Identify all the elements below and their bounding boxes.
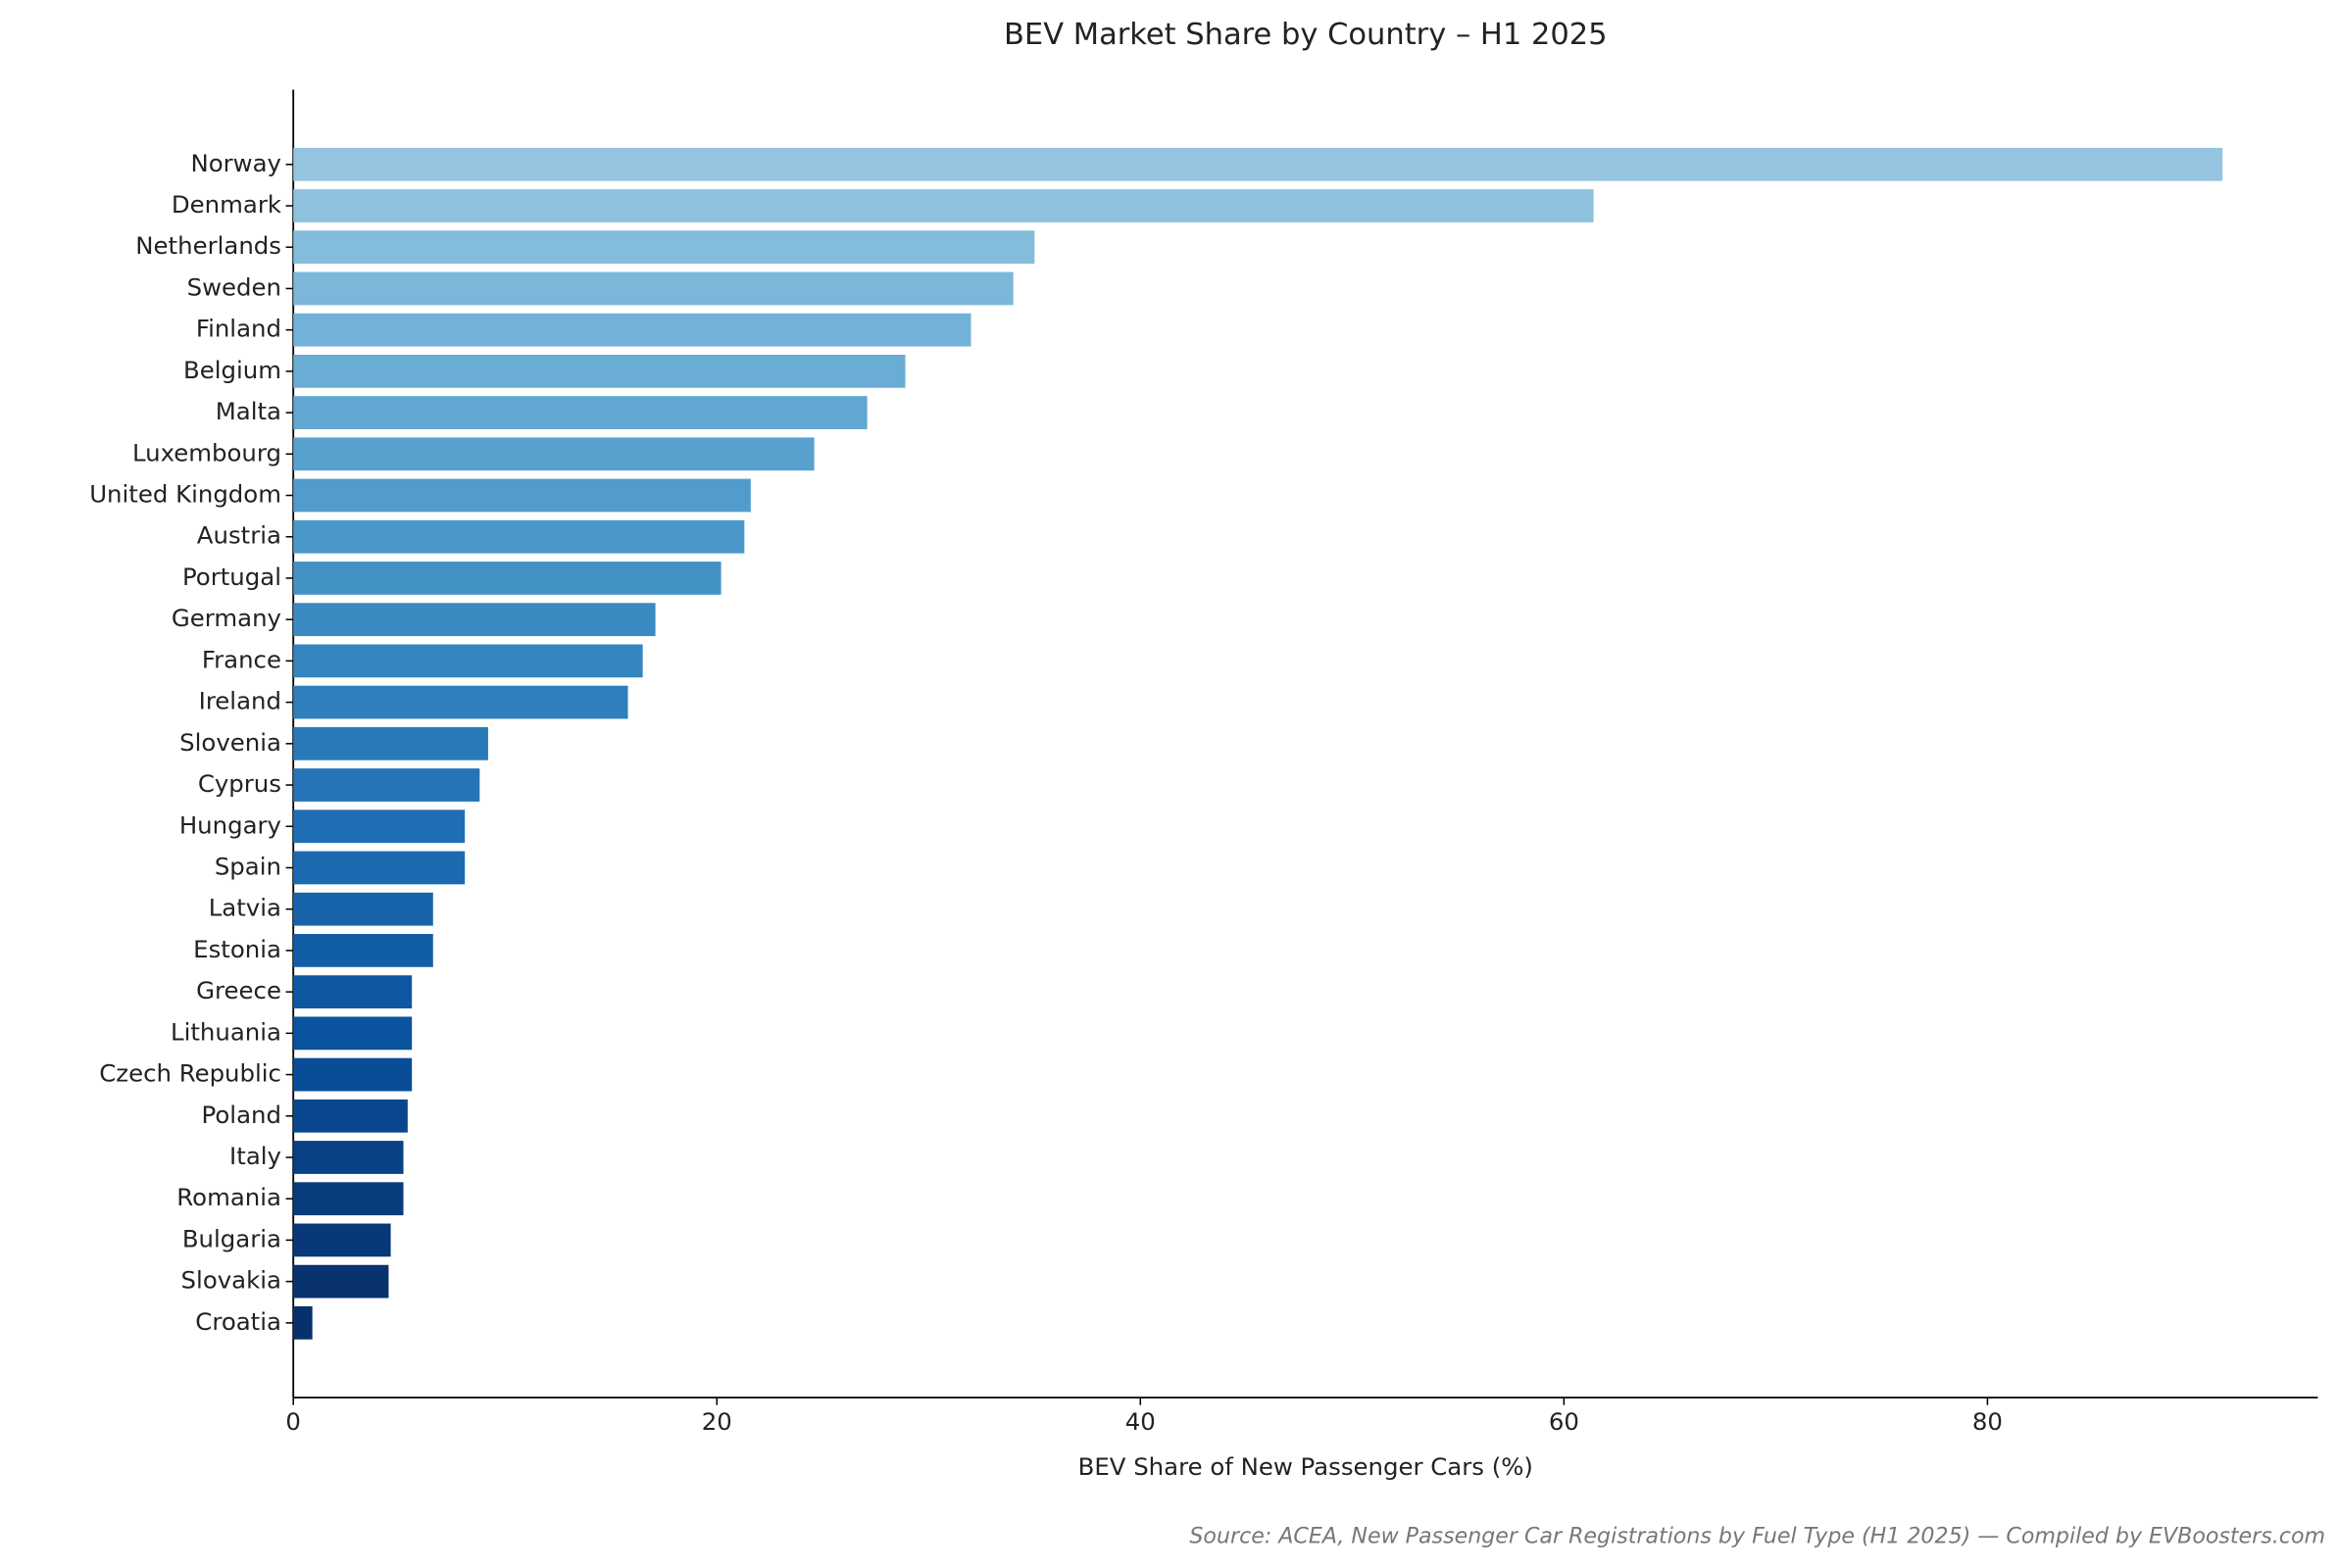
bar <box>293 1141 404 1174</box>
bar <box>293 147 2223 181</box>
y-tick-label: Romania <box>176 1183 281 1211</box>
bar <box>293 975 413 1009</box>
x-tick-label: 0 <box>285 1407 301 1436</box>
y-tick-label: Germany <box>172 604 281 632</box>
y-tick-label: Croatia <box>195 1307 281 1336</box>
x-axis-label: BEV Share of New Passenger Cars (%) <box>1078 1452 1533 1481</box>
x-tick-label: 60 <box>1549 1407 1579 1436</box>
bar <box>293 768 480 802</box>
x-tick-label: 40 <box>1125 1407 1156 1436</box>
bar <box>293 644 643 678</box>
x-tick-label: 20 <box>702 1407 732 1436</box>
bar <box>293 603 656 637</box>
bar <box>293 478 751 513</box>
bar <box>293 1305 313 1340</box>
y-tick-label: Greece <box>196 976 281 1004</box>
bar <box>293 892 433 926</box>
bar <box>293 519 745 554</box>
chart-title: BEV Market Share by Country – H1 2025 <box>1004 18 1608 52</box>
bar <box>293 1016 413 1051</box>
bar <box>293 685 628 719</box>
y-tick-label: Slovakia <box>181 1266 281 1295</box>
y-tick-label: Poland <box>202 1101 281 1129</box>
bar <box>293 230 1035 265</box>
bar <box>293 354 906 388</box>
y-tick-label: Estonia <box>193 935 281 963</box>
y-tick-label: Austria <box>197 521 281 550</box>
y-tick-label: Bulgaria <box>182 1224 281 1252</box>
bar <box>293 934 433 967</box>
y-tick-label: Finland <box>196 315 281 343</box>
y-tick-label: Latvia <box>209 894 281 922</box>
bar <box>293 562 722 595</box>
y-tick-label: France <box>202 645 281 673</box>
bar <box>293 1099 408 1133</box>
y-tick-label: Hungary <box>179 810 281 839</box>
y-tick-label: Spain <box>215 852 281 880</box>
y-tick-label: Slovenia <box>179 728 281 757</box>
y-tick-label: Czech Republic <box>99 1059 281 1088</box>
bar <box>293 726 488 760</box>
y-tick-label: Luxembourg <box>132 438 281 466</box>
y-tick-label: Ireland <box>199 687 281 715</box>
source-note: Source: ACEA, New Passenger Car Registra… <box>1189 1523 2325 1548</box>
bar <box>293 396 868 429</box>
y-tick-label: Lithuania <box>171 1017 281 1046</box>
bar <box>293 1264 389 1298</box>
x-tick-label: 80 <box>1972 1407 2003 1436</box>
y-tick-label: United Kingdom <box>89 480 281 509</box>
bar <box>293 437 815 471</box>
y-tick-label: Belgium <box>183 356 281 384</box>
y-tick-label: Italy <box>229 1142 281 1170</box>
y-tick-label: Netherlands <box>135 231 281 260</box>
y-tick-label: Denmark <box>172 190 282 219</box>
y-tick-label: Norway <box>190 149 281 177</box>
bar <box>293 1182 404 1216</box>
bar <box>293 189 1594 222</box>
y-tick-label: Cyprus <box>198 769 281 798</box>
bar <box>293 851 466 885</box>
y-tick-label: Portugal <box>182 563 281 591</box>
bar <box>293 1223 391 1257</box>
y-tick-label: Sweden <box>187 272 281 301</box>
y-tick-label: Malta <box>216 397 281 425</box>
bar <box>293 809 466 844</box>
bar <box>293 313 971 347</box>
bar <box>293 271 1014 306</box>
bar <box>293 1057 413 1092</box>
